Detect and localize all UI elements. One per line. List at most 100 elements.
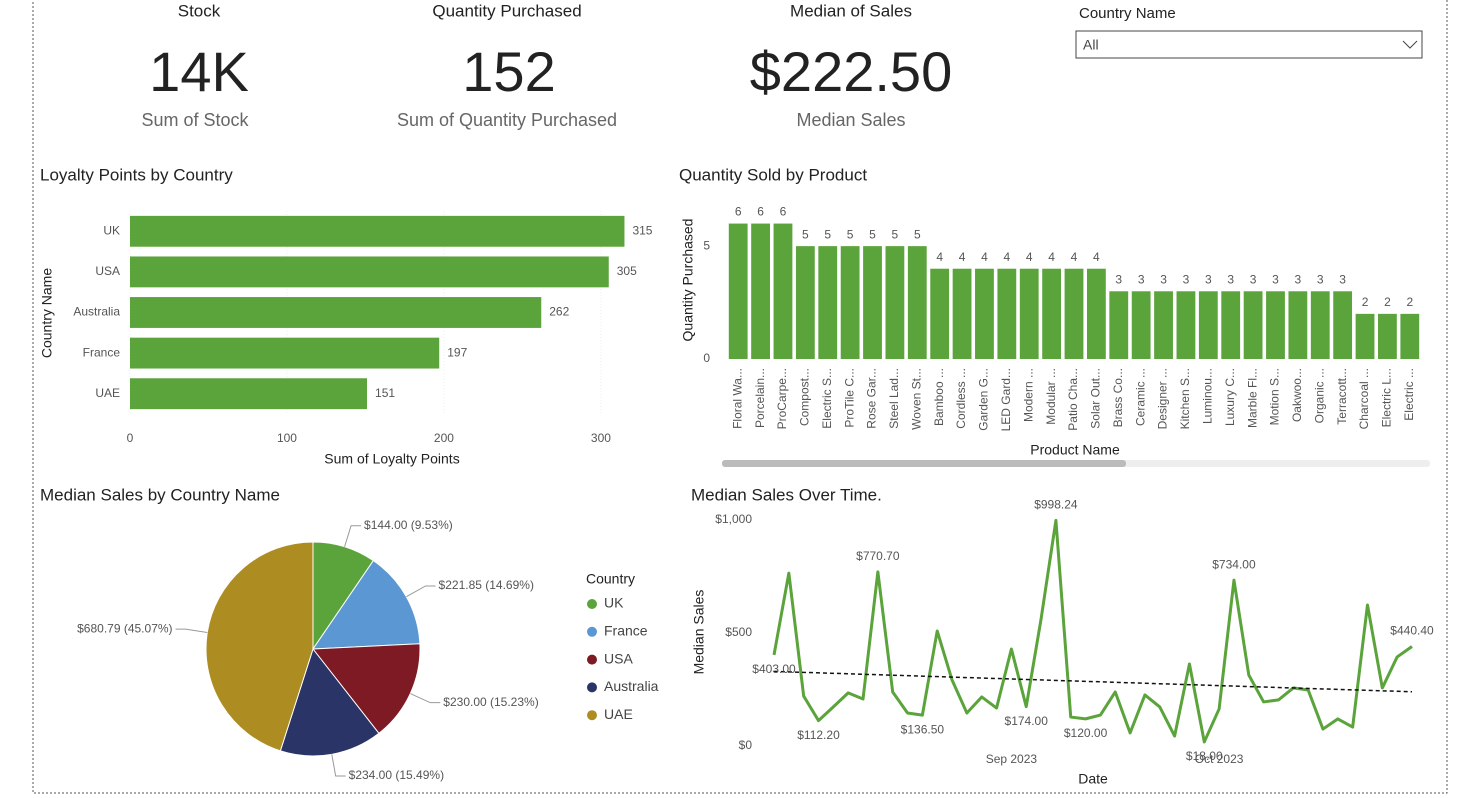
x-tick-label: Kitchen S... [1178,368,1192,429]
trend-line [773,670,1413,693]
data-label: 151 [375,386,395,400]
x-tick-label: ProCarpe... [775,368,789,429]
y-tick-label: UAE [95,386,120,400]
leader-line [406,585,436,598]
bar [1378,313,1397,359]
legend-label: UAE [604,706,633,722]
data-label: 4 [1071,250,1078,264]
y-tick-label: Australia [73,305,120,319]
x-tick-label: Floral Wa... [730,368,744,429]
chevron[interactable] [1402,40,1418,49]
data-label: 5 [847,227,854,241]
data-label: 3 [1227,272,1234,286]
legend-label: France [604,623,648,639]
leader-line [344,525,362,547]
x-tick-label: Porcelain... [753,368,767,428]
bar [1198,291,1218,359]
data-label: 3 [1138,272,1145,286]
bar [1288,291,1308,359]
data-label: 305 [617,264,637,278]
data-label: 4 [959,250,966,264]
data-label: 4 [936,250,943,264]
y-tick-label: USA [95,264,120,278]
bar [773,223,793,359]
data-label: 4 [981,250,988,264]
line [772,518,1413,744]
data-label: 6 [757,205,764,219]
legend-label: USA [604,650,633,666]
data-label: 2 [1406,295,1413,309]
x-tick-label: Electric ... [1402,368,1416,421]
bar [130,337,440,369]
x-tick-label: Compost... [798,368,812,426]
y-axis-title: Quantity Purchased [680,219,696,342]
bar [1042,268,1062,359]
x-tick-label: Rose Gar... [865,368,879,429]
data-label: 4 [1003,250,1010,264]
data-label: 3 [1295,272,1302,286]
card-title: Quantity Purchased [432,1,581,20]
data-label: 3 [1183,272,1190,286]
x-tick-label: Charcoal ... [1357,368,1371,429]
bar [1355,313,1375,359]
x-tick-label: Oakwoo... [1290,368,1304,422]
card-title: Median of Sales [790,1,912,20]
data-label: 315 [632,223,652,237]
data-label: 3 [1250,272,1257,286]
y-tick-label: $1,000 [715,512,752,526]
slicer-dropdown[interactable]: All [1075,30,1423,59]
bar [1109,291,1129,359]
data-label: 2 [1362,295,1369,309]
data-label: $770.70 [856,549,900,563]
bar [885,246,905,359]
data-label: 6 [735,205,742,219]
x-axis-title: Sum of Loyalty Points [324,451,459,467]
data-label: 197 [447,345,467,359]
x-tick-label: Bamboo ... [932,368,946,426]
x-tick-label: ProTile C... [842,368,856,428]
bar [1266,291,1285,359]
bar [907,246,927,359]
bar [840,246,860,359]
dropdown-box[interactable] [1075,30,1423,59]
leader-line [331,754,346,777]
data-label: $734.00 [1212,557,1256,571]
y-tick-label: 5 [703,238,710,252]
bar [930,268,950,359]
x-tick-label: Electric L... [1380,368,1394,427]
bar [863,246,882,359]
y-axis-title: Country Name [39,268,55,358]
chart-title: Median Sales by Country Name [40,485,280,504]
bar [1243,291,1263,359]
y-tick-label: $500 [725,625,752,639]
chart-title: Median Sales Over Time. [691,485,882,504]
x-tick-label: Steel Lad... [887,368,901,429]
data-label: 3 [1115,272,1122,286]
data-label: $998.24 [1034,498,1078,512]
data-label: 4 [1048,250,1055,264]
data-label: 5 [802,227,809,241]
x-axis-title: Product Name [1030,442,1120,458]
scrollbar-thumb[interactable] [722,460,1126,467]
data-label: 2 [1384,295,1391,309]
x-tick-label: Electric S... [820,368,834,429]
x-tick-label: Luxury C... [1223,368,1237,426]
x-tick-label: Organic ... [1312,368,1326,423]
bar [795,246,815,359]
x-tick-label: Sep 2023 [986,752,1038,766]
x-tick-label: Garden G... [977,368,991,431]
slicer-label: Country Name [1079,5,1176,22]
leader-line [410,693,441,704]
dropdown-value[interactable]: All [1083,37,1099,53]
x-tick-label: Motion S... [1268,368,1282,425]
data-label: 3 [1205,272,1212,286]
data-label: 3 [1317,272,1324,286]
bar [1131,291,1151,359]
bar [818,246,838,359]
data-label: $120.00 [1064,726,1108,740]
legend-marker [587,654,597,665]
x-axis-title: Date [1078,771,1108,787]
bar [751,223,770,359]
bar [1086,268,1106,359]
